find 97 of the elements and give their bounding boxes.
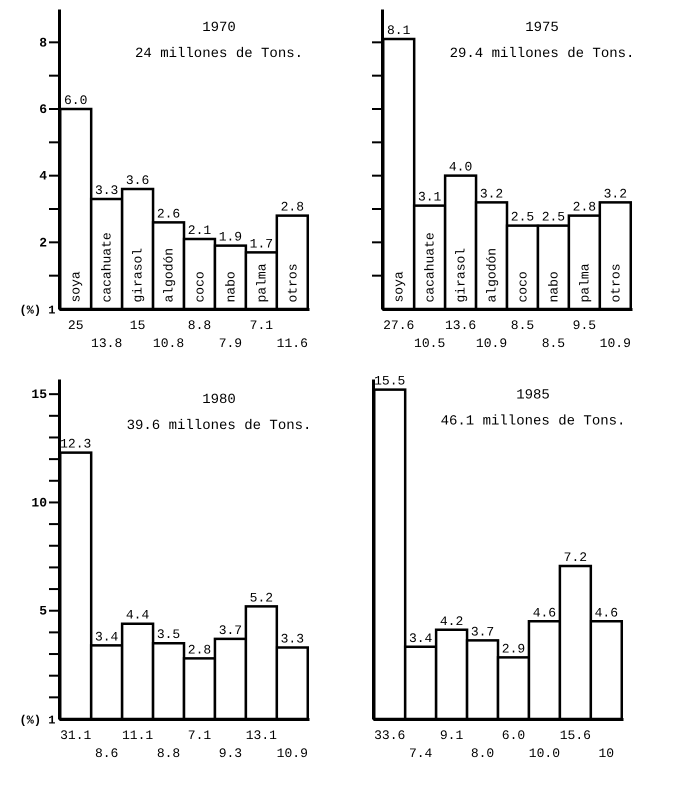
x-tick-label: otros [285, 263, 300, 302]
data-label: 2.9 [502, 641, 526, 656]
text: 39.6 millones de Tons. [126, 418, 312, 434]
text: 7.4 [408, 746, 433, 761]
data-label: 3.2 [480, 186, 504, 202]
data-label: 6.0 [64, 93, 88, 108]
data-label: 4.0 [448, 160, 472, 175]
data-label: 3.7 [218, 622, 242, 638]
text: 10.5 [414, 336, 446, 351]
text: 31.1 [60, 728, 92, 743]
data-label: 3.3 [94, 183, 118, 198]
text: 7.1 [188, 728, 212, 743]
text: 9.3 [218, 746, 242, 761]
text: 15.6 [560, 728, 591, 743]
data-label: 3.5 [156, 627, 180, 642]
text: 10 [598, 746, 614, 761]
text: 8.5 [542, 336, 566, 351]
x-tick-label: algodón [162, 248, 177, 302]
text: 25 [68, 318, 84, 333]
y-axis-title: (%) 1 [19, 304, 56, 318]
text: 10.8 [152, 336, 184, 351]
data-label: 2.8 [572, 200, 596, 215]
text: 8.8 [188, 318, 212, 333]
text: 1975 [525, 20, 559, 36]
text: 8.8 [156, 746, 180, 761]
text: 9.1 [440, 728, 464, 743]
text: 11.1 [122, 728, 154, 743]
text: 29.4 millones de Tons. [450, 46, 634, 62]
y-tick-label: 2 [39, 235, 48, 250]
x-tick-label: otros [608, 263, 624, 302]
text: 33.6 [374, 728, 406, 743]
text: 9.5 [572, 318, 596, 333]
text: 10.9 [476, 336, 508, 351]
data-label: 2.8 [188, 642, 212, 658]
data-label: 4.6 [532, 605, 556, 620]
text: 6.0 [502, 728, 526, 743]
text: 24 millones de Tons. [134, 46, 304, 62]
text: 46.1 millones de Tons. [440, 414, 626, 430]
x-tick-label: cacahuate [100, 232, 115, 302]
y-tick-label: 4 [39, 168, 48, 184]
data-label: 15.5 [374, 374, 406, 389]
data-label: 3.3 [280, 632, 304, 647]
data-label: 3.4 [408, 630, 433, 646]
y-tick-label: 6 [39, 102, 48, 117]
x-tick-label: palma [254, 263, 270, 302]
x-tick-label: girasol [454, 248, 469, 302]
data-label: 4.4 [126, 608, 150, 623]
x-tick-label: palma [577, 263, 592, 302]
data-label: 5.2 [250, 590, 274, 606]
x-tick-label: cacahuate [422, 232, 438, 302]
data-label: 2.8 [280, 200, 304, 215]
data-label: 4.6 [594, 605, 618, 620]
text: 13.8 [91, 336, 122, 351]
x-tick-label: coco [515, 271, 530, 302]
x-tick-label: soya [68, 271, 84, 302]
y-tick-label: 10 [31, 495, 48, 510]
text: 15 [130, 318, 146, 333]
data-label: 1.7 [250, 236, 274, 252]
text: 8.5 [510, 318, 534, 333]
text: 10.9 [600, 336, 631, 351]
y-tick-label: 15 [31, 387, 48, 402]
text: 7.1 [250, 318, 274, 333]
x-tick-label: coco [192, 271, 208, 302]
data-label: 1.9 [218, 230, 242, 245]
text: 7.9 [218, 336, 242, 351]
text: 10.9 [276, 746, 308, 761]
y-axis-title: (%) 1 [19, 714, 56, 728]
text: 8.6 [94, 746, 118, 761]
data-label: 3.6 [126, 173, 150, 188]
data-label: 7.2 [564, 550, 588, 565]
data-label: 3.7 [470, 624, 494, 640]
data-label: 12.3 [60, 436, 92, 452]
x-tick-label: nabo [546, 271, 562, 302]
text: 8.0 [470, 746, 494, 761]
data-label: 4.2 [440, 614, 464, 629]
text: 1970 [202, 20, 236, 36]
text: 27.6 [383, 318, 414, 333]
text: 10.0 [528, 746, 560, 761]
text: 1980 [202, 392, 236, 408]
x-tick-label: algodón [484, 248, 500, 302]
y-tick-label: 5 [39, 604, 48, 619]
data-label: 3.4 [94, 629, 119, 644]
x-tick-label: soya [392, 271, 407, 302]
text: 13.1 [246, 728, 278, 743]
y-tick-label: 8 [39, 35, 48, 50]
data-label: 2.5 [510, 210, 534, 225]
text: 13.6 [444, 318, 476, 333]
x-tick-label: girasol [130, 248, 146, 302]
data-label: 2.1 [188, 223, 212, 238]
data-label: 2.5 [542, 210, 566, 225]
data-label: 3.1 [418, 190, 442, 205]
data-label: 3.2 [604, 186, 627, 202]
text: 1985 [516, 388, 550, 404]
x-tick-label: nabo [223, 271, 238, 302]
data-label: 8.1 [387, 23, 411, 38]
data-label: 2.6 [156, 206, 180, 222]
text: 11.6 [276, 336, 308, 351]
